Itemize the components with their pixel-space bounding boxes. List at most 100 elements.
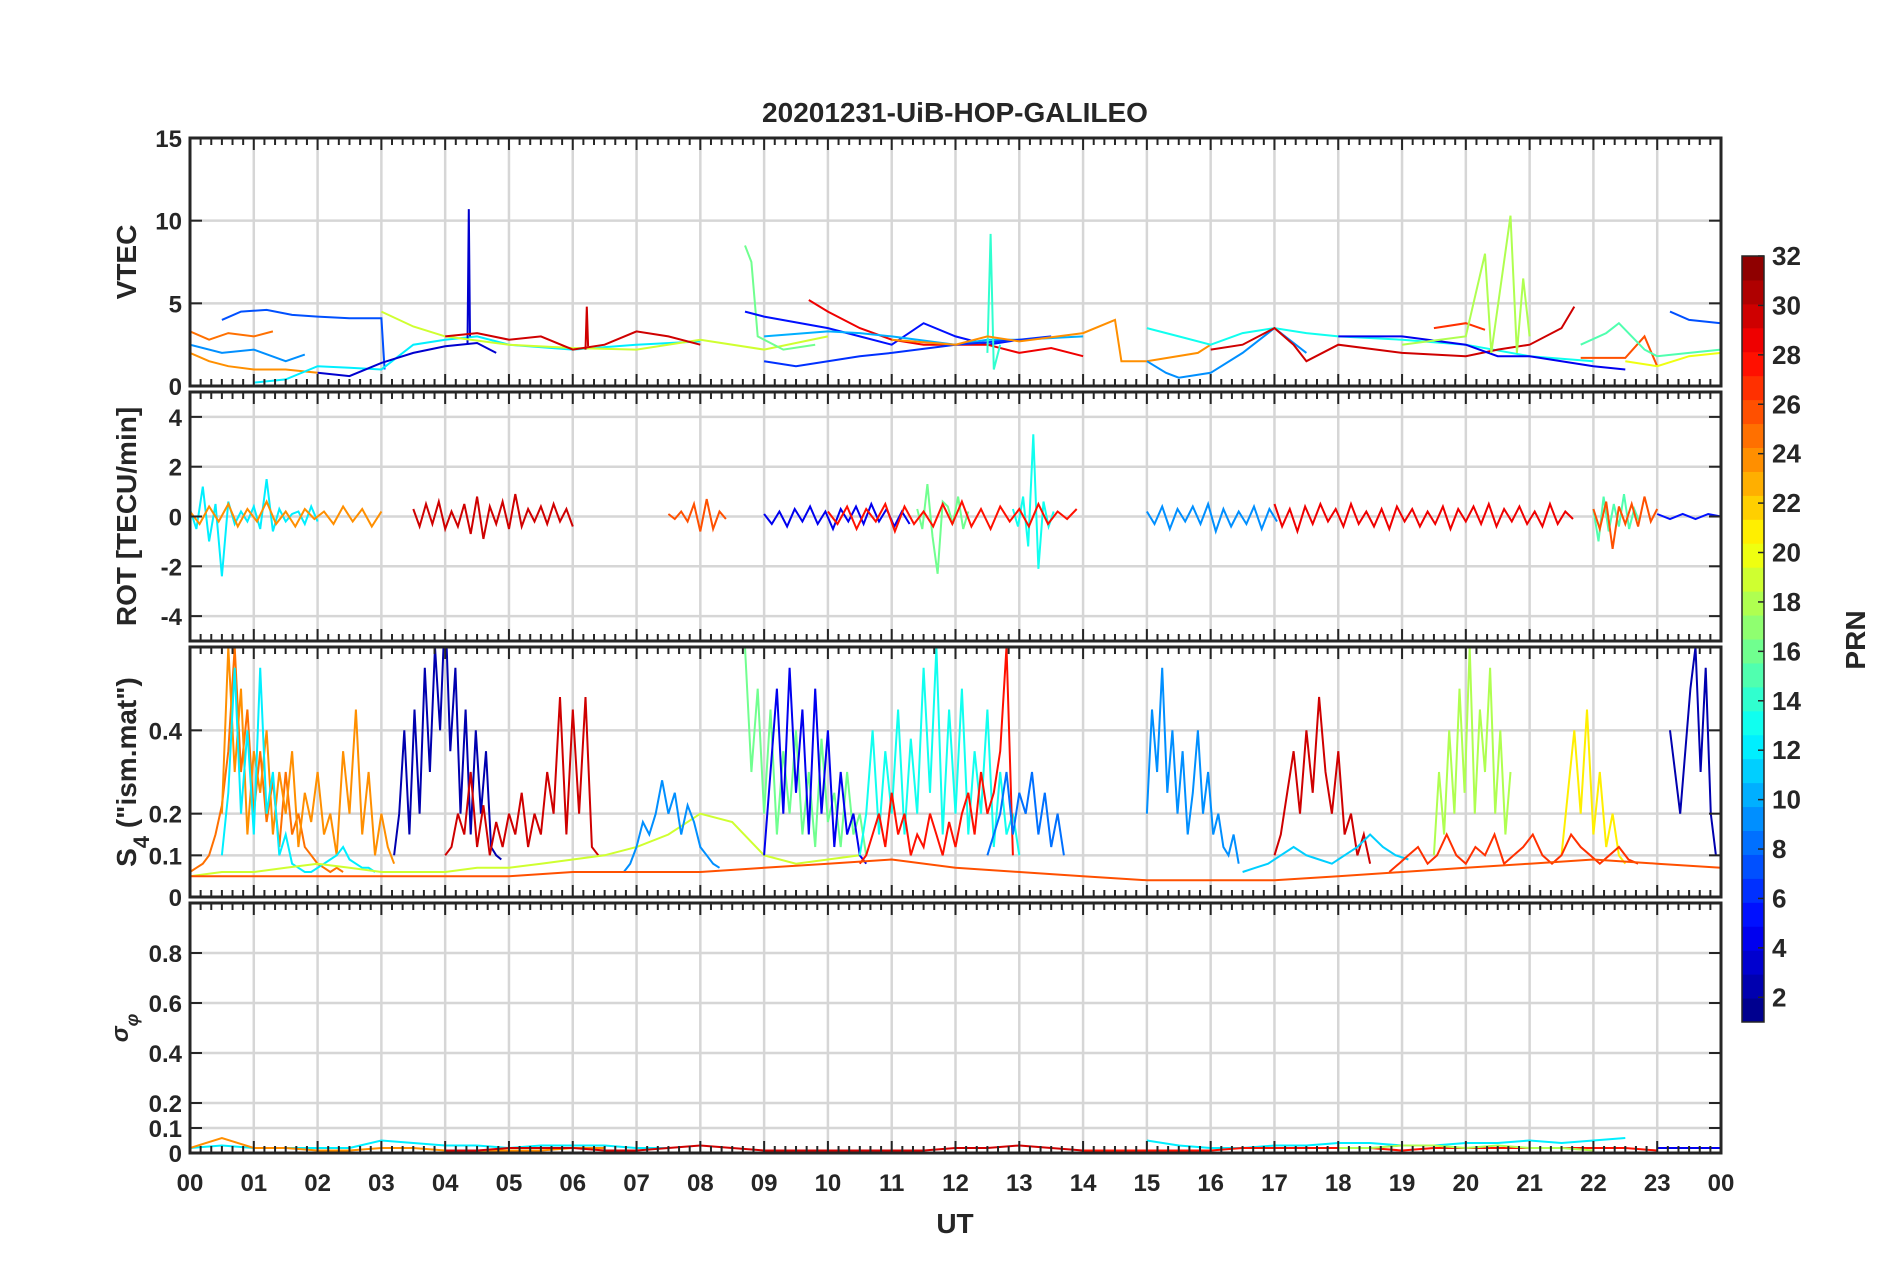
colorbar-level bbox=[1742, 686, 1764, 712]
track-prn-12 bbox=[220, 667, 376, 873]
panel-3: 0 0.1 0.2 0.4S4 ("ism.mat") bbox=[111, 645, 1723, 912]
x-tick-label: 23 bbox=[1644, 1170, 1671, 1197]
colorbar-level bbox=[1742, 375, 1764, 401]
y-tick-label: 15 bbox=[155, 126, 182, 153]
track-prn-28 bbox=[827, 498, 1078, 535]
colorbar-level bbox=[1742, 351, 1764, 377]
colorbar-level bbox=[1742, 327, 1764, 353]
track-prn-12 bbox=[1146, 1137, 1626, 1149]
colorbar-tick-label: 32 bbox=[1772, 241, 1801, 271]
y-tick-label: -4 bbox=[161, 604, 183, 631]
x-tick-label: 02 bbox=[304, 1170, 331, 1197]
track-prn-18 bbox=[1432, 647, 1512, 856]
track-prn-2 bbox=[393, 647, 502, 861]
y-axis-label: S4 ("ism.mat") bbox=[111, 677, 154, 867]
x-tick-label: 14 bbox=[1070, 1170, 1097, 1197]
track-prn-27 bbox=[1433, 322, 1486, 331]
track-prn-30 bbox=[444, 696, 600, 856]
y-tick-label: 2 bbox=[169, 455, 182, 482]
y-tick-label: 5 bbox=[169, 291, 182, 318]
tracks bbox=[190, 209, 1721, 384]
colorbar-level bbox=[1742, 543, 1764, 568]
x-tick-label: 17 bbox=[1261, 1170, 1288, 1197]
colorbar-level bbox=[1742, 854, 1764, 879]
y-tick-label: 0 bbox=[169, 885, 182, 912]
y-axis-label: σφ bbox=[107, 1013, 142, 1042]
axes-box bbox=[188, 901, 1723, 1155]
x-tick-label: 11 bbox=[879, 1170, 904, 1197]
track-prn-4 bbox=[1338, 335, 1626, 371]
track-prn-18 bbox=[1401, 215, 1531, 354]
y-tick-label: 0 bbox=[169, 505, 182, 532]
y-tick-label: 0.6 bbox=[149, 991, 182, 1018]
colorbar-tick-label: 12 bbox=[1772, 735, 1801, 765]
track-prn-16 bbox=[744, 245, 816, 351]
track-prn-12 bbox=[190, 1139, 669, 1150]
colorbar-level bbox=[1742, 926, 1764, 951]
track-prn-30 bbox=[412, 493, 574, 540]
track-prn-29 bbox=[808, 299, 1084, 358]
x-tick-label: 04 bbox=[432, 1170, 459, 1197]
y-tick-label: 0 bbox=[169, 374, 182, 401]
track-prn-26 bbox=[667, 498, 727, 533]
axes-box bbox=[188, 136, 1723, 388]
colorbar-level bbox=[1742, 662, 1764, 688]
colorbar-level bbox=[1742, 902, 1764, 927]
y-tick-label: -2 bbox=[161, 554, 182, 581]
colorbar-level bbox=[1742, 734, 1764, 760]
track-prn-11 bbox=[1242, 833, 1409, 873]
colorbar-level bbox=[1742, 950, 1764, 975]
y-tick-label: 0.8 bbox=[149, 941, 182, 968]
track-prn-7 bbox=[221, 308, 386, 370]
y-tick-label: 4 bbox=[169, 405, 183, 432]
colorbar-level bbox=[1742, 782, 1764, 808]
track-prn-15 bbox=[1592, 493, 1641, 542]
colorbar-level bbox=[1742, 639, 1764, 664]
track-prn-13 bbox=[1146, 327, 1594, 363]
track-prn-24 bbox=[891, 318, 1212, 363]
colorbar-tick-label: 8 bbox=[1772, 834, 1786, 864]
track-prn-9 bbox=[190, 343, 306, 363]
x-axis-label: UT bbox=[936, 1208, 973, 1239]
colorbar-tick-label: 26 bbox=[1772, 389, 1801, 419]
axes-box bbox=[188, 390, 1723, 643]
colorbar-tick-label: 14 bbox=[1772, 686, 1801, 716]
panel-1: 0 5 10 15 VTEC bbox=[111, 126, 1723, 401]
track-prn-3 bbox=[317, 341, 497, 378]
x-tick-label: 15 bbox=[1134, 1170, 1161, 1197]
track-prn-27 bbox=[1388, 831, 1639, 873]
track-prn-24 bbox=[190, 351, 318, 374]
colorbar-tick-label: 6 bbox=[1772, 883, 1786, 913]
y-tick-label: 10 bbox=[155, 209, 182, 236]
colorbar-tick-label: 22 bbox=[1772, 488, 1801, 518]
colorbar-level bbox=[1742, 447, 1764, 472]
x-tick-label: 16 bbox=[1197, 1170, 1224, 1197]
colorbar-level bbox=[1742, 399, 1764, 425]
y-tick-label: 0.4 bbox=[149, 1041, 183, 1068]
x-tick-label: 00 bbox=[1708, 1170, 1735, 1197]
track-prn-8 bbox=[986, 771, 1065, 856]
x-tick-label: 18 bbox=[1325, 1170, 1352, 1197]
axes-box bbox=[188, 645, 1723, 899]
track-prn-24 bbox=[190, 499, 383, 529]
colorbar-frame bbox=[1741, 255, 1765, 1023]
track-prn-20 bbox=[1625, 351, 1721, 368]
x-tick-label: 09 bbox=[751, 1170, 778, 1197]
y-tick-label: 0.4 bbox=[149, 718, 183, 745]
colorbar-tick-label: 16 bbox=[1772, 636, 1801, 666]
track-prn-24 bbox=[220, 647, 396, 865]
x-tick-label: 06 bbox=[559, 1170, 586, 1197]
x-tick-label: 19 bbox=[1389, 1170, 1416, 1197]
colorbar-level bbox=[1742, 303, 1764, 329]
colorbar-level bbox=[1742, 423, 1764, 448]
panel-2: -4 -2 0 2 4 ROT [TECU/min] bbox=[111, 390, 1723, 643]
tracks bbox=[190, 434, 1721, 577]
y-tick-label: 0.1 bbox=[149, 1116, 182, 1143]
track-prn-16 bbox=[916, 483, 970, 574]
track-prn-5 bbox=[1656, 512, 1721, 521]
track-prn-30 bbox=[584, 306, 590, 350]
colorbar-tick-label: 28 bbox=[1772, 340, 1801, 370]
track-prn-9 bbox=[1146, 500, 1278, 535]
